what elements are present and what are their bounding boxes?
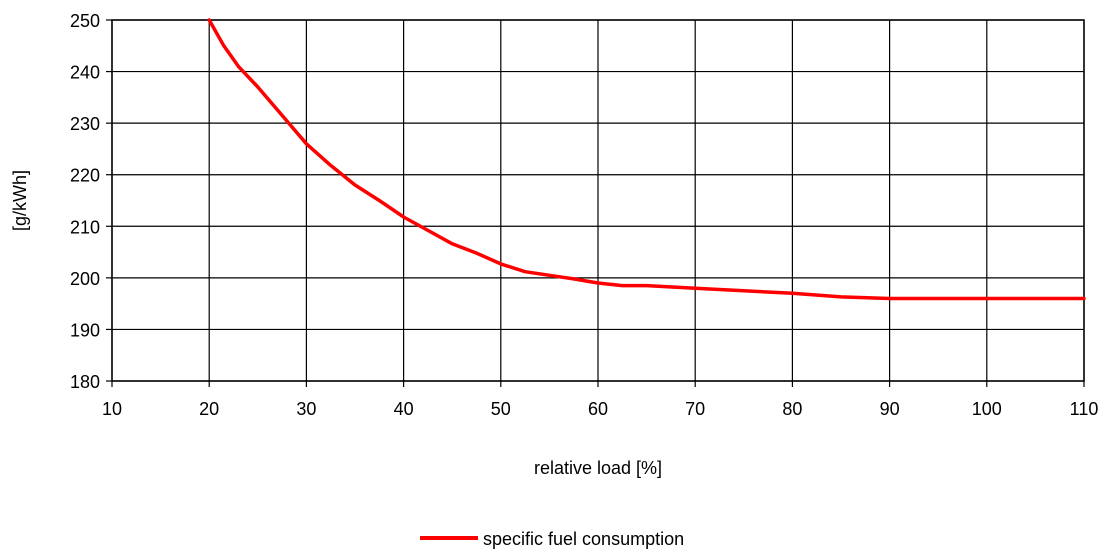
series-lines xyxy=(207,18,1086,301)
x-tick-label: 60 xyxy=(588,399,608,419)
y-tick-label: 180 xyxy=(70,372,100,392)
y-tick-label: 220 xyxy=(70,166,100,186)
plot-frame xyxy=(111,19,1085,382)
x-tick-label: 40 xyxy=(394,399,414,419)
legend-label-specific-fuel-consumption: specific fuel consumption xyxy=(483,529,684,549)
x-tick-label: 30 xyxy=(296,399,316,419)
x-tick-label: 20 xyxy=(199,399,219,419)
y-tick-label: 190 xyxy=(70,320,100,340)
y-axis-title: [g/kWh] xyxy=(10,170,30,231)
y-tick-label: 250 xyxy=(70,11,100,31)
y-tick-label: 240 xyxy=(70,63,100,83)
x-tick-label: 80 xyxy=(782,399,802,419)
x-tick-label: 110 xyxy=(1070,399,1099,419)
grid-lines xyxy=(111,19,1085,382)
x-tick-labels: 10 20 30 40 50 60 70 80 90 100 110 xyxy=(102,399,1098,419)
axis-ticks xyxy=(106,19,1085,387)
y-tick-label: 230 xyxy=(70,114,100,134)
x-tick-label: 90 xyxy=(880,399,900,419)
x-axis-title: relative load [%] xyxy=(534,458,662,478)
y-tick-label: 210 xyxy=(70,217,100,237)
y-tick-label: 200 xyxy=(70,269,100,289)
x-tick-label: 70 xyxy=(685,399,705,419)
x-tick-label: 100 xyxy=(972,399,1002,419)
x-tick-label: 50 xyxy=(491,399,511,419)
legend: specific fuel consumption xyxy=(420,529,684,549)
y-tick-labels: 180 190 200 210 220 230 240 250 xyxy=(70,11,100,392)
series-line-specific-fuel-consumption xyxy=(207,18,1086,301)
x-tick-label: 10 xyxy=(102,399,122,419)
